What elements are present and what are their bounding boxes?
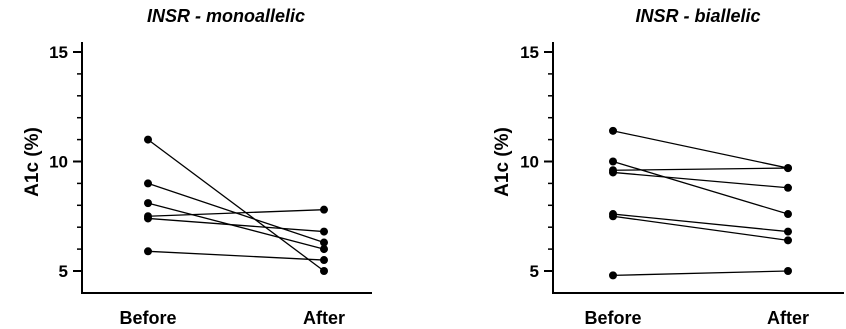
data-point-before [609, 271, 617, 280]
data-point-before [609, 168, 617, 177]
series-line [147, 250, 325, 261]
data-point-before [609, 212, 617, 221]
y-tick-label: 5 [530, 262, 539, 281]
data-point-before [609, 126, 617, 135]
series-line [147, 217, 325, 233]
series-line [147, 202, 325, 250]
data-point-after [320, 256, 328, 265]
x-tick-label-after: After [303, 308, 345, 328]
data-point-before [144, 214, 152, 223]
data-point-after [784, 210, 792, 219]
series-line [612, 270, 789, 277]
y-tick-label: 15 [49, 43, 68, 62]
data-points [609, 126, 792, 280]
data-point-after [320, 205, 328, 214]
y-tick-label: 15 [520, 43, 539, 62]
data-point-before [144, 199, 152, 208]
series-line [147, 139, 325, 272]
data-point-after [784, 236, 792, 245]
chart-panel-biallelic: INSR - biallelic A1c (%) 5 10 15 Before Af… [492, 6, 844, 328]
data-point-after [320, 245, 328, 254]
data-point-after [320, 227, 328, 236]
y-tick-label: 10 [49, 153, 68, 172]
data-point-before [144, 135, 152, 144]
y-tick-label: 5 [59, 262, 68, 281]
y-tick-label: 10 [520, 153, 539, 172]
series-line [612, 130, 789, 169]
series-line [612, 215, 789, 241]
data-point-after [784, 267, 792, 275]
data-point-before [144, 179, 152, 188]
x-tick-label-after: After [767, 308, 809, 328]
data-point-before [609, 157, 617, 166]
data-point-before [144, 247, 152, 256]
data-point-after [784, 183, 792, 192]
y-axis-label: A1c (%) [22, 127, 43, 197]
data-point-after [320, 238, 328, 247]
series-line [612, 213, 789, 233]
series-line [612, 167, 789, 171]
pair-lines [147, 139, 325, 272]
data-point-after [784, 227, 792, 236]
y-ticks: 5 10 15 [49, 43, 82, 281]
chart-title: INSR - monoallelic [147, 6, 305, 26]
y-ticks: 5 10 15 [520, 43, 553, 281]
y-axis-label: A1c (%) [492, 127, 513, 197]
chart-title: INSR - biallelic [635, 6, 760, 26]
data-points [144, 135, 328, 275]
pair-lines [612, 130, 789, 277]
x-tick-label-before: Before [119, 308, 176, 328]
data-point-after [320, 267, 328, 275]
data-point-after [784, 164, 792, 173]
x-tick-label-before: Before [584, 308, 641, 328]
series-line [147, 209, 325, 217]
series-line [612, 171, 789, 189]
